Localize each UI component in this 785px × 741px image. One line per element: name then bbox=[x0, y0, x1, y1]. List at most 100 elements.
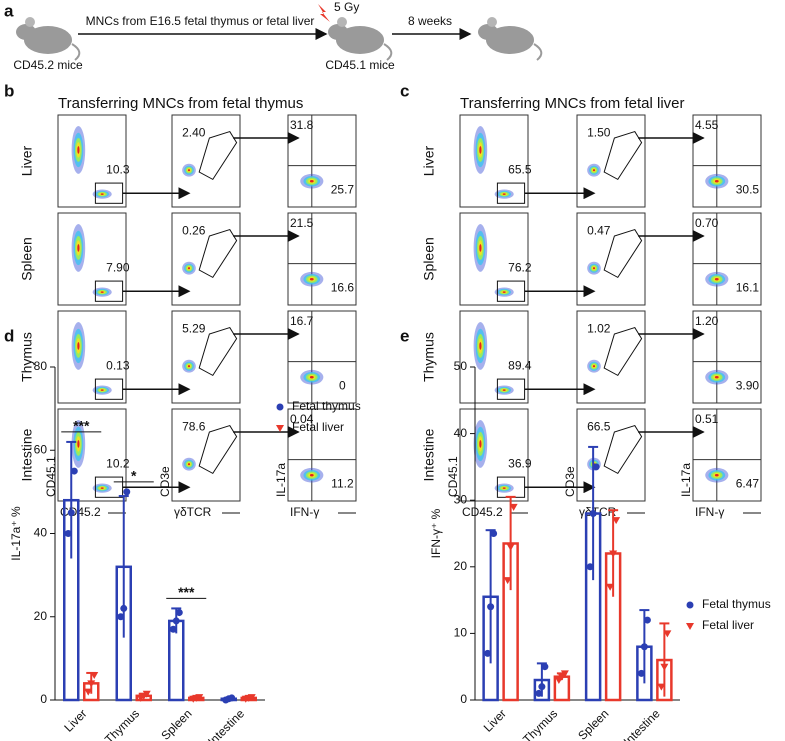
y-tick-label: 20 bbox=[34, 609, 48, 623]
density bbox=[187, 365, 191, 368]
density bbox=[502, 389, 506, 391]
legend-label: Fetal liver bbox=[292, 420, 344, 434]
density bbox=[714, 278, 719, 281]
data-point bbox=[490, 530, 498, 537]
data-point bbox=[586, 563, 594, 571]
data-point bbox=[195, 694, 204, 702]
density bbox=[714, 180, 719, 183]
data-point bbox=[643, 616, 651, 624]
axis-label: IFN-γ bbox=[695, 505, 724, 519]
data-point bbox=[64, 530, 72, 537]
gate-value: 2.40 bbox=[182, 126, 206, 140]
plot-frame bbox=[459, 114, 529, 208]
gate bbox=[198, 424, 238, 475]
plot-frame bbox=[171, 212, 241, 306]
row-label: Liver bbox=[19, 145, 35, 176]
data-point bbox=[228, 694, 236, 702]
significance: *** bbox=[73, 418, 90, 434]
axis-label: CD3e bbox=[158, 466, 172, 497]
significance: *** bbox=[178, 584, 195, 600]
data-point bbox=[90, 672, 99, 680]
density bbox=[592, 267, 596, 270]
plot-frame bbox=[57, 114, 127, 208]
gate-value: 78.6 bbox=[182, 420, 206, 434]
data-point bbox=[535, 689, 543, 697]
data-point bbox=[503, 577, 512, 585]
x-tick-label: Spleen bbox=[158, 706, 194, 741]
axis-label: γδTCR bbox=[579, 505, 617, 519]
data-point bbox=[660, 663, 669, 671]
axis-label: CD45.1 bbox=[44, 456, 58, 497]
data-point bbox=[247, 694, 256, 702]
quadrant-value: 16.6 bbox=[331, 281, 355, 295]
x-tick-label: Intestine bbox=[621, 706, 663, 741]
y-axis-label: IFN-γ⁺ % bbox=[429, 508, 443, 558]
row-label: Spleen bbox=[19, 237, 35, 281]
significance: * bbox=[131, 468, 137, 484]
gate-value: 36.9 bbox=[508, 456, 532, 470]
data-point bbox=[172, 617, 180, 625]
plot-frame bbox=[459, 408, 529, 502]
plot-frame bbox=[57, 408, 127, 502]
data-point bbox=[87, 680, 96, 688]
gate bbox=[603, 424, 643, 475]
axis-label: IL-17a bbox=[679, 463, 693, 497]
data-point bbox=[509, 503, 518, 511]
gate-value: 76.2 bbox=[508, 260, 532, 274]
data-point bbox=[175, 609, 183, 617]
plot-frame bbox=[576, 408, 646, 502]
y-tick-label: 20 bbox=[454, 559, 468, 573]
density bbox=[309, 180, 314, 183]
x-tick-label: Thymus bbox=[102, 706, 142, 741]
plot-frame bbox=[576, 114, 646, 208]
legend-marker bbox=[276, 403, 284, 411]
data-point bbox=[70, 467, 78, 475]
mouse-donor bbox=[16, 17, 81, 61]
step-label: MNCs from E16.5 fetal thymus or fetal li… bbox=[86, 14, 315, 28]
legend-label: Fetal liver bbox=[702, 618, 754, 632]
plot-frame bbox=[171, 408, 241, 502]
axis-label: IFN-γ bbox=[290, 505, 319, 519]
data-point bbox=[120, 604, 128, 612]
y-tick-label: 60 bbox=[34, 442, 48, 456]
row-label: Liver bbox=[421, 145, 437, 176]
quadrant-value: 0.70 bbox=[695, 216, 719, 230]
density bbox=[77, 440, 80, 448]
plot-frame bbox=[287, 408, 357, 502]
gate bbox=[198, 130, 238, 181]
legend-marker bbox=[686, 601, 694, 609]
density bbox=[100, 487, 104, 489]
plot-frame bbox=[692, 114, 762, 208]
gate-value: 10.3 bbox=[106, 162, 130, 176]
density bbox=[479, 244, 482, 252]
quadrant-value: 4.55 bbox=[695, 118, 719, 132]
axis-label: CD45.1 bbox=[446, 456, 460, 497]
gate bbox=[603, 228, 643, 279]
density bbox=[309, 278, 314, 281]
plot-frame bbox=[57, 310, 127, 404]
density bbox=[479, 146, 482, 154]
data-point bbox=[637, 669, 645, 677]
y-tick-label: 80 bbox=[34, 359, 48, 373]
y-tick-label: 40 bbox=[34, 526, 48, 540]
density bbox=[592, 365, 596, 368]
data-point bbox=[538, 683, 546, 691]
data-point bbox=[484, 649, 492, 657]
density bbox=[714, 376, 719, 379]
data-point bbox=[142, 690, 151, 698]
data-point bbox=[487, 603, 495, 611]
density bbox=[77, 146, 80, 154]
density bbox=[187, 463, 191, 466]
data-point bbox=[609, 550, 618, 558]
plot-frame bbox=[287, 212, 357, 306]
data-point bbox=[84, 688, 93, 696]
data-point bbox=[592, 463, 600, 471]
gate-value: 7.90 bbox=[106, 260, 130, 274]
panel-letter: d bbox=[4, 326, 14, 345]
y-tick-label: 10 bbox=[454, 626, 468, 640]
density bbox=[100, 291, 104, 293]
plot-frame bbox=[171, 310, 241, 404]
gate bbox=[198, 326, 238, 377]
axis-label: IL-17a bbox=[274, 463, 288, 497]
density bbox=[187, 267, 191, 270]
